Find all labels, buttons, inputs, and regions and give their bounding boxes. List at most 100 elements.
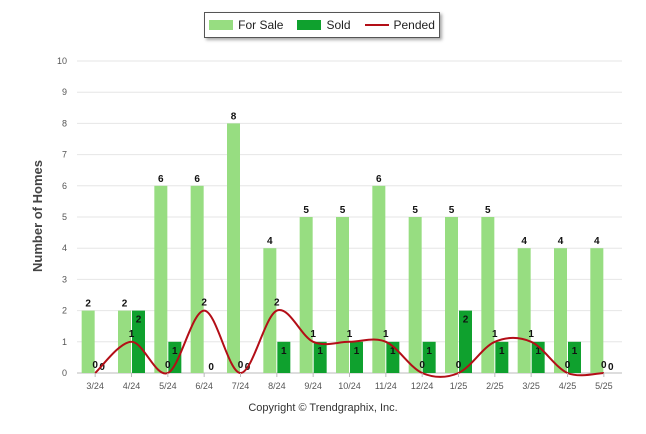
label-for-sale: 5 bbox=[303, 205, 309, 216]
label-for-sale: 2 bbox=[85, 299, 91, 310]
label-sold: 1 bbox=[426, 346, 432, 357]
label-for-sale: 5 bbox=[412, 205, 418, 216]
bar-for-sale bbox=[517, 248, 531, 373]
copyright-text: Copyright © Trendgraphix, Inc. bbox=[248, 402, 398, 414]
legend-item-for-sale[interactable]: For Sale bbox=[209, 18, 283, 32]
y-tick-label: 10 bbox=[57, 56, 67, 66]
label-sold: 1 bbox=[354, 346, 360, 357]
bar-sold bbox=[459, 310, 472, 373]
y-tick-label: 8 bbox=[62, 118, 67, 128]
y-tick-label: 3 bbox=[62, 274, 67, 284]
x-tick-label: 3/24 bbox=[86, 381, 104, 391]
label-sold: 1 bbox=[317, 346, 323, 357]
label-pended: 0 bbox=[601, 360, 607, 371]
label-for-sale: 4 bbox=[594, 236, 600, 247]
bar-for-sale bbox=[154, 185, 168, 373]
bar-for-sale bbox=[336, 217, 349, 373]
label-pended: 0 bbox=[165, 360, 171, 371]
bar-sold bbox=[350, 341, 363, 373]
x-axis-ticks: 3/24 4/24 5/24 6/24 7/24 8/24 9/24 10/24 11/24 12… bbox=[86, 373, 613, 391]
x-tick-label: 1/25 bbox=[450, 381, 468, 391]
label-for-sale: 5 bbox=[340, 205, 346, 216]
x-tick-label: 9/24 bbox=[304, 381, 322, 391]
label-sold: 1 bbox=[535, 346, 541, 357]
label-pended: 1 bbox=[129, 329, 135, 340]
x-tick-label: 8/24 bbox=[268, 381, 286, 391]
label-for-sale: 6 bbox=[158, 174, 164, 185]
x-tick-label: 4/25 bbox=[559, 381, 577, 391]
x-tick-label: 2/25 bbox=[486, 381, 504, 391]
label-for-sale: 2 bbox=[122, 299, 128, 310]
pended-line bbox=[94, 309, 604, 378]
bar-sold bbox=[132, 310, 145, 373]
label-sold: 1 bbox=[572, 346, 578, 357]
label-sold: 2 bbox=[136, 315, 142, 326]
label-pended: 0 bbox=[238, 360, 244, 371]
legend-label-for-sale: For Sale bbox=[238, 18, 284, 32]
label-sold: 1 bbox=[499, 346, 505, 357]
y-tick-label: 7 bbox=[62, 150, 67, 160]
x-tick-label: 7/24 bbox=[232, 381, 250, 391]
y-tick-label: 0 bbox=[62, 368, 67, 378]
bar-for-sale bbox=[554, 248, 567, 373]
bars bbox=[81, 123, 604, 374]
label-for-sale: 5 bbox=[449, 205, 455, 216]
label-pended: 1 bbox=[383, 329, 389, 340]
label-pended: 0 bbox=[565, 360, 571, 371]
label-sold: 0 bbox=[208, 362, 214, 373]
bar-for-sale bbox=[590, 248, 604, 373]
label-for-sale: 6 bbox=[376, 174, 382, 185]
label-for-sale: 4 bbox=[521, 236, 527, 247]
label-sold: 1 bbox=[390, 346, 396, 357]
x-tick-label: 10/24 bbox=[338, 381, 361, 391]
bar-sold bbox=[313, 341, 327, 373]
label-sold: 1 bbox=[172, 346, 178, 357]
bar-for-sale bbox=[481, 217, 495, 373]
y-tick-label: 5 bbox=[62, 212, 67, 222]
bar-sold bbox=[568, 341, 581, 373]
legend-item-sold[interactable]: Sold bbox=[297, 18, 351, 32]
bar-for-sale bbox=[190, 185, 204, 373]
grid-lines bbox=[77, 60, 622, 374]
label-pended: 0 bbox=[456, 360, 462, 371]
bar-for-sale bbox=[118, 310, 131, 373]
bar-sold bbox=[495, 341, 509, 373]
bar-for-sale bbox=[81, 310, 95, 373]
bar-for-sale bbox=[227, 123, 240, 374]
x-tick-label: 12/24 bbox=[411, 381, 434, 391]
x-tick-label: 6/24 bbox=[195, 381, 213, 391]
x-tick-label: 5/25 bbox=[595, 381, 613, 391]
label-pended: 2 bbox=[201, 298, 207, 309]
label-sold: 0 bbox=[99, 362, 105, 373]
legend-label-pended: Pended bbox=[393, 18, 435, 32]
x-tick-label: 11/24 bbox=[375, 381, 397, 391]
legend-label-sold: Sold bbox=[326, 18, 351, 32]
label-sold: 1 bbox=[281, 346, 287, 357]
label-pended: 1 bbox=[347, 329, 353, 340]
label-pended: 0 bbox=[92, 360, 98, 371]
label-sold: 0 bbox=[608, 362, 614, 373]
legend-swatch-for-sale bbox=[209, 20, 234, 30]
legend-item-pended[interactable]: Pended bbox=[364, 18, 435, 32]
x-tick-label: 4/24 bbox=[123, 381, 141, 391]
bar-for-sale bbox=[372, 185, 386, 373]
x-tick-label: 3/25 bbox=[522, 381, 540, 391]
x-tick-label: 5/24 bbox=[159, 381, 177, 391]
bar-for-sale bbox=[408, 217, 422, 373]
bar-for-sale bbox=[445, 217, 458, 373]
label-for-sale: 5 bbox=[485, 205, 491, 216]
label-pended: 0 bbox=[419, 360, 425, 371]
bar-sold bbox=[168, 341, 182, 373]
label-for-sale: 6 bbox=[194, 174, 200, 185]
y-tick-label: 6 bbox=[62, 181, 67, 191]
y-tick-label: 9 bbox=[62, 87, 67, 97]
y-tick-label: 4 bbox=[62, 243, 67, 253]
label-pended: 2 bbox=[274, 298, 280, 309]
pended-line-path bbox=[94, 309, 604, 378]
y-tick-label: 2 bbox=[62, 306, 67, 316]
bar-sold bbox=[422, 341, 436, 373]
y-axis-label: Number of Homes bbox=[30, 160, 45, 272]
